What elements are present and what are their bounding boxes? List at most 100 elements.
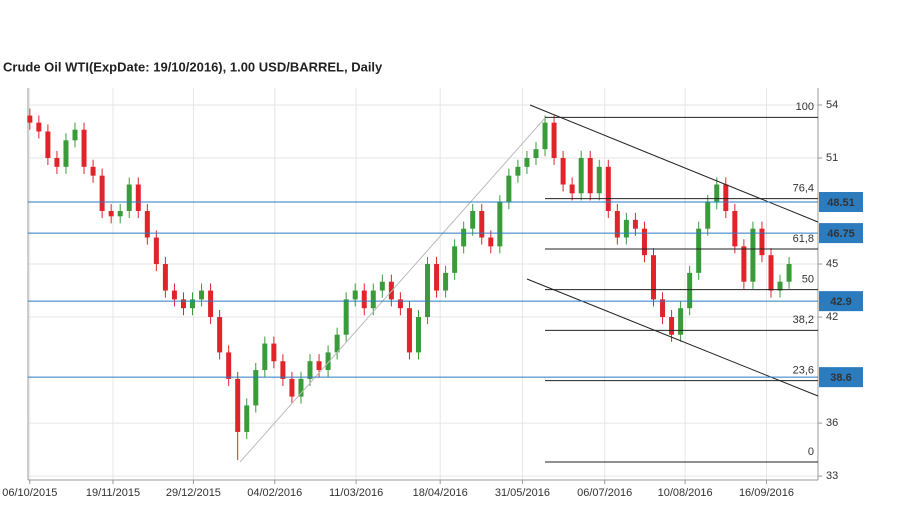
chart-title: Crude Oil WTI(ExpDate: 19/10/2016), 1.00… <box>3 59 383 74</box>
candle-body <box>36 122 42 132</box>
candle-body <box>244 405 250 432</box>
candle-body <box>325 352 331 371</box>
candle-body <box>72 129 78 141</box>
price-box <box>819 223 863 244</box>
x-tick-label: 18/04/2016 <box>413 487 468 499</box>
candle-body <box>614 211 620 238</box>
candle-body <box>415 317 421 353</box>
x-tick-label: 31/05/2016 <box>495 487 550 499</box>
candle-body <box>551 122 557 158</box>
candle-body <box>650 255 656 300</box>
candle-body <box>497 202 503 247</box>
candle-body <box>605 166 611 212</box>
candle-body <box>533 149 539 158</box>
candle-body <box>578 157 584 194</box>
candle-body <box>560 157 566 185</box>
candle-body <box>623 219 629 238</box>
candle-body <box>108 211 114 217</box>
candle-body <box>479 211 485 238</box>
price-box <box>819 291 863 312</box>
candle-body <box>524 157 530 167</box>
candle-body <box>379 281 385 291</box>
candle-body <box>352 290 358 300</box>
trend-lines <box>239 104 819 463</box>
y-tick-label: 54 <box>826 99 838 111</box>
candle-body <box>488 237 494 247</box>
candle-body <box>425 264 431 318</box>
candle-body <box>208 290 214 318</box>
candle-body <box>180 299 186 309</box>
candle-body <box>27 115 33 123</box>
candle-body <box>687 272 693 309</box>
candle-body <box>54 157 60 167</box>
candle-body <box>289 378 295 397</box>
candle-body <box>334 334 340 353</box>
candle-body <box>298 378 304 397</box>
candle-body <box>741 246 747 282</box>
candle-body <box>280 361 286 379</box>
candle-body <box>723 184 729 212</box>
candle-body <box>750 228 756 282</box>
price-label: 48.51 <box>827 197 855 209</box>
candle-body <box>777 281 783 291</box>
candle-body <box>669 317 675 335</box>
candle-body <box>470 211 476 229</box>
x-tick-label: 06/10/2015 <box>2 487 57 499</box>
fib-label: 76,4 <box>793 183 814 195</box>
y-tick-label: 42 <box>826 311 838 323</box>
candle-body <box>696 228 702 273</box>
candle-body <box>135 184 141 212</box>
x-tick-label: 04/02/2016 <box>247 487 302 499</box>
candle-body <box>361 290 367 309</box>
candle-body <box>542 122 548 150</box>
candle-body <box>705 202 711 229</box>
x-tick-label: 16/09/2016 <box>739 487 794 499</box>
candle-body <box>90 166 96 176</box>
candle-body <box>406 308 412 353</box>
y-tick-label: 36 <box>826 417 838 429</box>
candle-body <box>262 343 268 371</box>
candle-body <box>434 264 440 291</box>
y-tick-label: 45 <box>826 258 838 270</box>
y-tick-label: 51 <box>826 152 838 164</box>
candle-body <box>786 264 792 282</box>
candle-body <box>271 343 277 362</box>
candle-body <box>199 290 205 300</box>
candle-body <box>63 140 69 167</box>
candle-body <box>596 166 602 194</box>
candle-body <box>515 166 521 176</box>
candle-body <box>99 175 105 212</box>
candle-body <box>226 352 232 379</box>
candle-body <box>632 219 638 229</box>
candle-body <box>343 299 349 335</box>
candle-body <box>190 299 196 309</box>
candle-body <box>759 228 765 256</box>
x-tick-label: 06/07/2016 <box>577 487 632 499</box>
y-tick-label: 33 <box>826 470 838 482</box>
candle-body <box>768 255 774 291</box>
candle-body <box>452 246 458 273</box>
candle-body <box>117 211 123 217</box>
candle-body <box>126 184 132 212</box>
price-label: 46.75 <box>827 228 855 240</box>
candle-body <box>714 184 720 203</box>
candle-body <box>45 131 51 158</box>
candle-body <box>587 157 593 194</box>
candle-body <box>506 175 512 203</box>
candle-body <box>217 317 223 353</box>
x-tick-label: 11/03/2016 <box>329 487 383 499</box>
candle-body <box>171 290 177 300</box>
candle-body <box>144 211 150 238</box>
x-tick-label: 29/12/2015 <box>166 487 221 499</box>
candle-body <box>81 129 87 167</box>
candle-body <box>569 184 575 194</box>
candle-body <box>461 228 467 247</box>
overlay: 100 76,4 61,8 50 38,2 23,6 0 48.51 46.75 42.9 38.6 <box>28 101 863 463</box>
fib-label: 0 <box>808 446 814 458</box>
candle-body <box>370 290 376 309</box>
fib-label: 38,2 <box>793 314 814 326</box>
price-label: 42.9 <box>830 296 851 308</box>
candle-body <box>316 361 322 371</box>
candle-body <box>660 299 666 318</box>
